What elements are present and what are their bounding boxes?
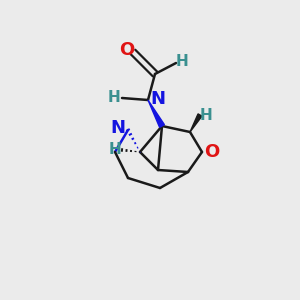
Text: H: H <box>109 142 122 158</box>
Text: H: H <box>176 53 188 68</box>
Text: N: N <box>150 90 165 108</box>
Polygon shape <box>148 100 164 127</box>
Text: H: H <box>200 109 212 124</box>
Text: N: N <box>110 119 125 137</box>
Text: O: O <box>119 41 135 59</box>
Text: H: H <box>107 89 120 104</box>
Text: O: O <box>204 143 220 161</box>
Polygon shape <box>190 114 202 132</box>
